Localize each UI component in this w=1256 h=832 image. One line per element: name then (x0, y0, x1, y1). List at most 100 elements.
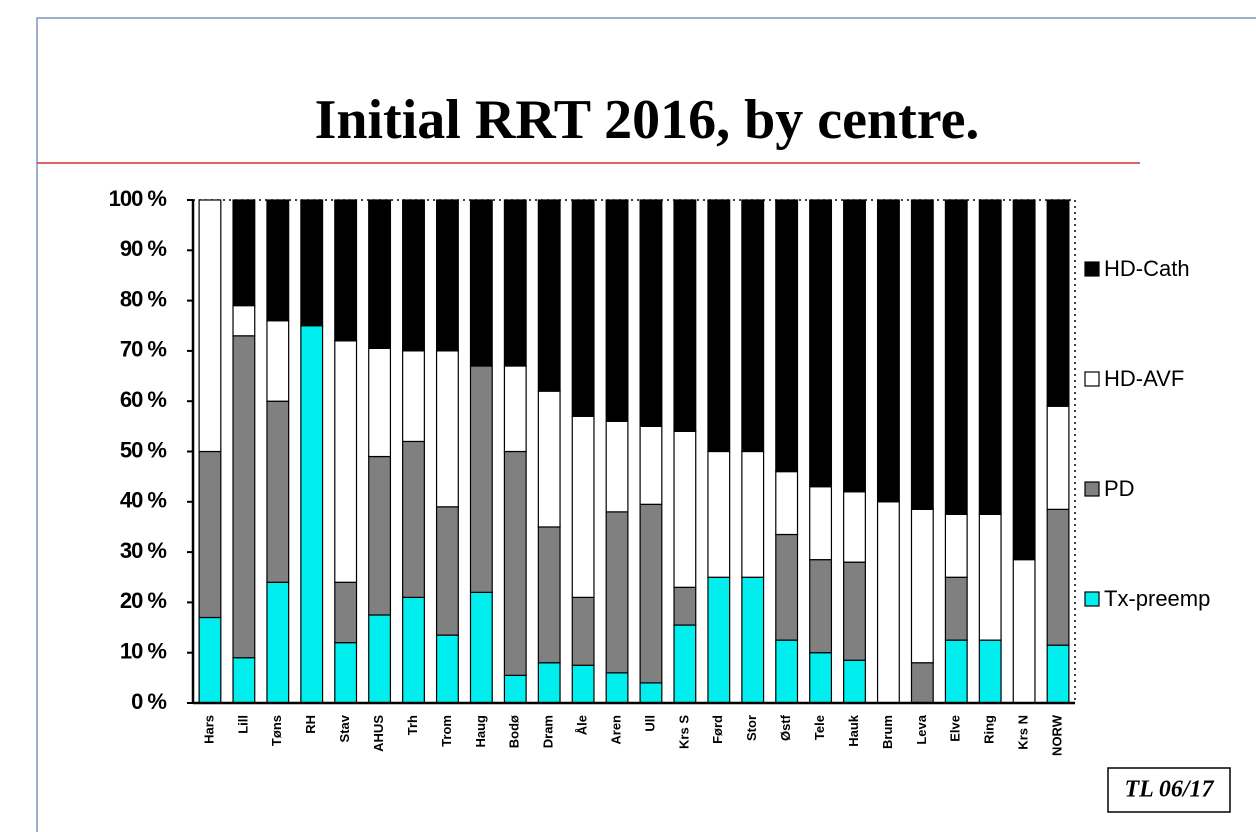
bar-segment (435, 350, 459, 508)
x-tick-label: Aren (608, 715, 623, 745)
x-tick-label: Trom (439, 715, 454, 747)
bar-segment (910, 508, 934, 664)
bar-segment (232, 305, 256, 337)
x-tick-label: Ull (642, 715, 657, 732)
legend-label: HD-Cath (1104, 256, 1190, 281)
bar-segment (673, 430, 697, 588)
bar-segment (843, 561, 866, 661)
y-tick-label: 100 % (109, 186, 167, 211)
bar-segment (843, 199, 866, 493)
bar-segment (198, 450, 222, 619)
y-tick-label: 20 % (120, 588, 167, 613)
legend-swatch (1084, 591, 1100, 607)
bar-segment (775, 471, 799, 536)
bar-segment (1046, 644, 1070, 704)
bar-segment (469, 591, 493, 704)
bar-segment (978, 199, 1002, 515)
bar-segment (639, 425, 663, 505)
bar-segment (639, 199, 663, 427)
bar-segment (775, 533, 799, 641)
bar-segment (435, 634, 459, 704)
bar-segment (503, 199, 527, 367)
x-tick-label: Leva (914, 714, 929, 744)
bar-segment (537, 526, 561, 664)
y-tick-label: 10 % (120, 639, 167, 664)
bar-segment (571, 199, 595, 417)
bar-segment (266, 581, 290, 704)
bar-segment (707, 450, 731, 578)
x-tick-label: Bodø (507, 715, 522, 748)
bar-segment (537, 199, 561, 392)
bar-segment (809, 486, 833, 561)
legend-swatch (1084, 481, 1100, 497)
y-tick-label: 0 % (131, 689, 166, 714)
bar-segment (266, 320, 290, 402)
bar-segment (741, 576, 765, 704)
bar-segment (198, 199, 222, 453)
x-tick-label: Stor (744, 715, 759, 741)
bar-segment (266, 400, 290, 583)
bar-segment (1012, 199, 1036, 561)
bar-segment (503, 365, 527, 453)
bar-segment (673, 199, 697, 432)
bar-segment (232, 199, 256, 307)
bar-segment (435, 506, 459, 636)
bar-segment (944, 639, 968, 704)
x-tick-label: Brum (880, 715, 895, 749)
bar-segment (876, 501, 900, 704)
x-tick-label: Lill (235, 715, 250, 734)
bar-segment (300, 325, 324, 704)
bar-segment (503, 674, 527, 704)
y-tick-label: 30 % (120, 538, 167, 563)
x-tick-label: Hauk (846, 714, 861, 747)
bar-segment (978, 513, 1002, 641)
bar-segment (571, 415, 595, 598)
bar-segment (435, 199, 459, 352)
y-tick-label: 60 % (120, 387, 167, 412)
bar-segment (944, 199, 968, 515)
bar-segment (775, 199, 799, 473)
y-tick-label: 50 % (120, 437, 167, 462)
bar-segment (469, 365, 493, 593)
bar-segment (232, 335, 256, 659)
bar-segment (978, 639, 1002, 704)
bar-segment (537, 662, 561, 704)
bar-segment (673, 586, 697, 626)
chart-title: Initial RRT 2016, by centre. (315, 89, 980, 151)
bar-segment (876, 199, 900, 503)
x-tick-label: Haug (473, 715, 488, 748)
x-tick-label: Hars (201, 715, 216, 744)
bar-segment (266, 199, 290, 322)
bar-segment (707, 199, 731, 453)
x-tick-label: Tøns (269, 715, 284, 746)
y-tick-label: 40 % (120, 488, 167, 513)
bar-segment (775, 639, 799, 704)
bar-segment (605, 672, 629, 704)
x-tick-label: Østf (778, 714, 793, 741)
bar-segment (639, 682, 663, 704)
bar-segment (1046, 199, 1070, 407)
x-tick-label: Krs S (676, 715, 691, 749)
x-tick-label: AHUS (371, 715, 386, 752)
x-tick-label: Dram (541, 715, 556, 748)
bar-segment (334, 581, 358, 644)
bar-segment (469, 199, 493, 367)
bar-segment (232, 657, 256, 704)
bar-segment (605, 199, 629, 422)
bar-segment (707, 576, 731, 704)
bar-segment (1046, 508, 1070, 646)
x-tick-label: NORW (1049, 714, 1064, 756)
legend-label: Tx-preemp (1104, 586, 1210, 611)
bar-segment (809, 199, 833, 488)
bar-segment (334, 642, 358, 704)
x-tick-label: Trh (405, 715, 420, 735)
x-tick-label: Førd (710, 715, 725, 744)
bar-segment (368, 455, 392, 616)
bar-segment (910, 662, 934, 704)
bar-segment (741, 199, 765, 453)
bar-segment (605, 420, 629, 513)
x-tick-label: Ring (982, 715, 997, 744)
x-tick-label: Krs N (1016, 715, 1031, 750)
bar-segment (368, 614, 392, 704)
